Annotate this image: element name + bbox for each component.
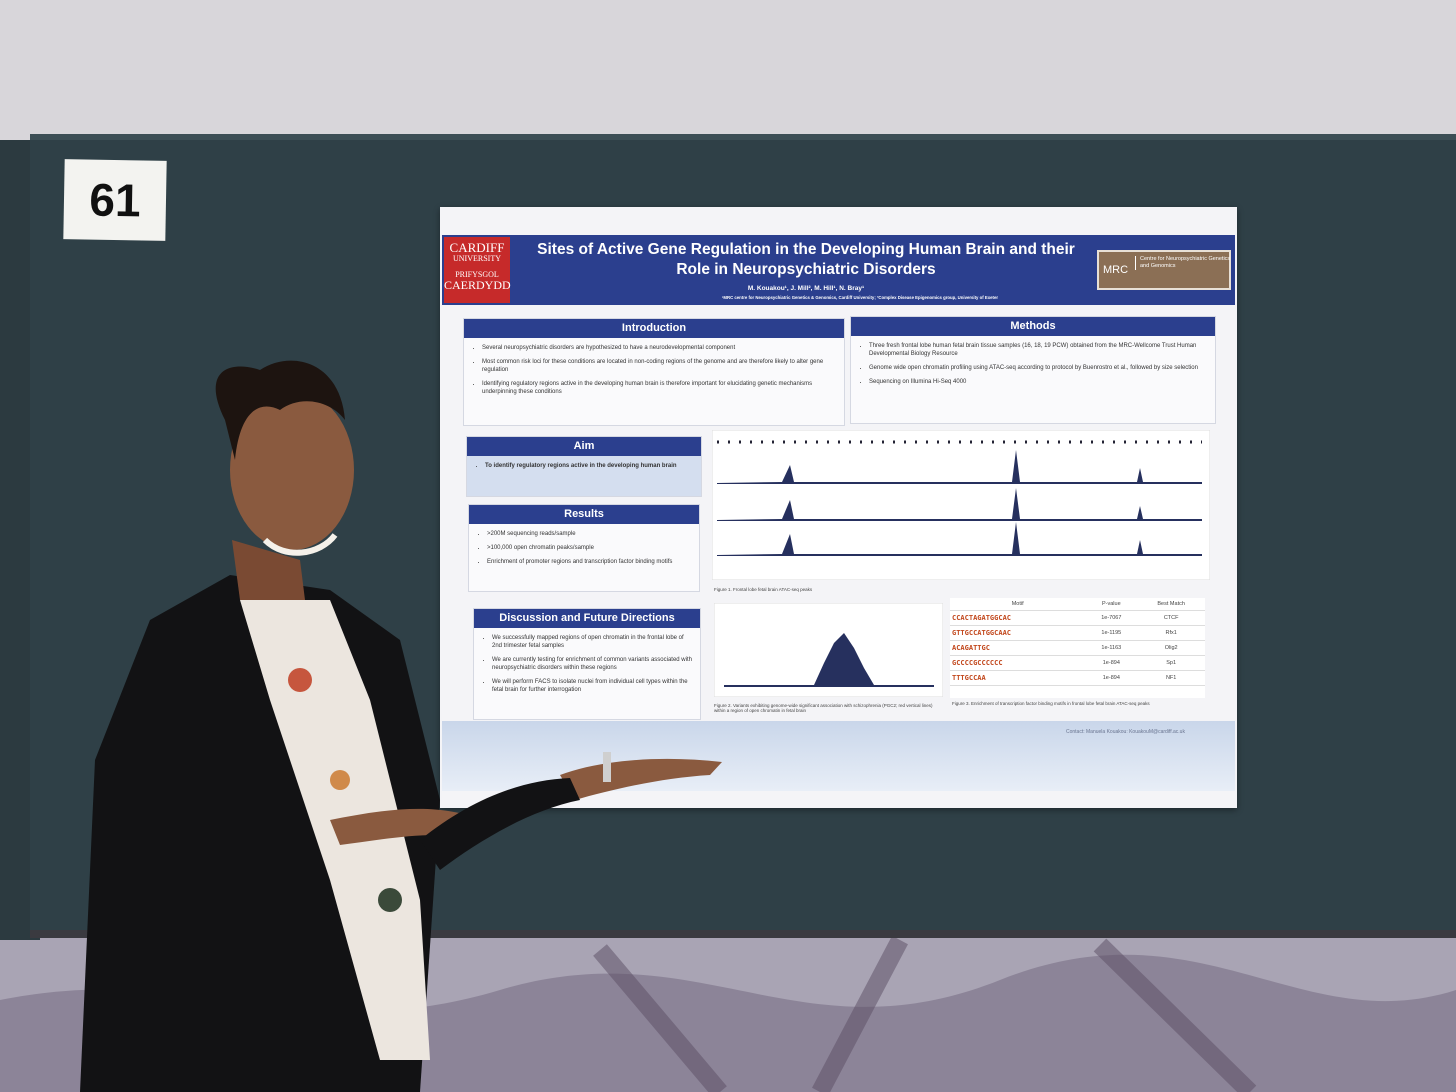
results-box: Results >200M sequencing reads/sample >100… xyxy=(468,504,700,592)
university-logo: CARDIFF UNIVERSITY PRIFYSGOL CAERDYDD xyxy=(444,237,511,303)
motif-logo: ACAGATTGC xyxy=(950,640,1086,656)
figure-1 xyxy=(712,430,1210,580)
table-cell: 1e-7067 xyxy=(1085,610,1138,626)
table-row: GCCCCGCCCCCC 1e-894 Sp1 xyxy=(950,655,1205,671)
bullet-item: Most common risk loci for these conditio… xyxy=(482,358,836,374)
affiliations: ¹MRC centre for Neuropsychiatric Genetic… xyxy=(721,295,999,300)
aim-box: Aim To identify regulatory regions active… xyxy=(466,436,702,497)
logo-text: PRIFYSGOL xyxy=(455,270,499,280)
motif-table: Motif P-value Best Match CCACTAGATGGCAC 1e-7… xyxy=(950,598,1205,698)
logo-text: CAERDYDD xyxy=(444,278,511,293)
figure-caption: Figure 3. Enrichment of transcription fa… xyxy=(952,701,1150,706)
logo-text: UNIVERSITY xyxy=(453,253,501,263)
table-row: CCACTAGATGGCAC 1e-7067 CTCF xyxy=(950,610,1205,626)
contact: Contact: Manuela Kouakou: KouakouM@cardi… xyxy=(1066,729,1185,735)
table-cell: NF1 xyxy=(1137,670,1205,686)
section-heading: Results xyxy=(469,505,699,524)
section-heading: Discussion and Future Directions xyxy=(474,609,700,628)
table-cell: 1e-1195 xyxy=(1085,625,1138,641)
methods-box: Methods Three fresh frontal lobe human fe… xyxy=(850,316,1216,424)
table-cell: 1e-894 xyxy=(1085,655,1138,671)
introduction-box: Introduction Several neuropsychiatric dis… xyxy=(463,318,845,426)
section-heading: Methods xyxy=(851,317,1215,336)
table-row: TTTGCCAA 1e-894 NF1 xyxy=(950,670,1205,686)
logo-text: CARDIFF xyxy=(449,240,505,255)
bullet-item: Genome wide open chromatin profiling usi… xyxy=(869,364,1207,372)
table-cell: CTCF xyxy=(1137,610,1205,626)
motif-logo: TTTGCCAA xyxy=(950,670,1086,686)
table-cell: Sp1 xyxy=(1137,655,1205,671)
partner-abbr: MRC xyxy=(1103,264,1129,276)
bullet-item: >100,000 open chromatin peaks/sample xyxy=(487,544,691,552)
discussion-box: Discussion and Future Directions We succe… xyxy=(473,608,701,720)
table-cell: Olig2 xyxy=(1137,640,1205,656)
poster-title: Sites of Active Gene Regulation in the D… xyxy=(537,241,1075,279)
figure-2 xyxy=(714,603,943,697)
table-cell: 1e-894 xyxy=(1085,670,1138,686)
authors: M. Kouakou¹, J. Mill², M. Hill¹, N. Bray… xyxy=(747,285,865,292)
bullet-item: We will perform FACS to isolate nuclei f… xyxy=(492,678,692,694)
bullet-item: Enrichment of promoter regions and trans… xyxy=(487,558,691,566)
bullet-item: Identifying regulatory regions active in… xyxy=(482,380,836,396)
motif-logo: CCACTAGATGGCAC xyxy=(950,610,1086,626)
table-header: Motif xyxy=(950,598,1086,611)
bullet-item: Several neuropsychiatric disorders are h… xyxy=(482,344,836,352)
table-row: GTTGCCATGGCAAC 1e-1195 Rfx1 xyxy=(950,625,1205,641)
figure-caption: Figure 2. Variants exhibiting genome-wid… xyxy=(714,703,933,713)
table-cell: Rfx1 xyxy=(1137,625,1205,641)
bullet-item: We are currently testing for enrichment … xyxy=(492,656,692,672)
bullet-item: >200M sequencing reads/sample xyxy=(487,530,691,538)
partner-logo: MRC Centre for Neuropsychiatric Genetics… xyxy=(1097,250,1231,290)
bullet-item: Sequencing on Illumina Hi-Seq 4000 xyxy=(869,378,1207,386)
figure-caption: Figure 1. Frontal lobe fetal brain ATAC-… xyxy=(714,587,813,592)
table-header: P-value xyxy=(1085,598,1138,611)
table-row: ACAGATTGC 1e-1163 Olig2 xyxy=(950,640,1205,656)
partner-text: Centre for Neuropsychiatric Genetics and… xyxy=(1135,256,1234,271)
table: Motif P-value Best Match CCACTAGATGGCAC 1e-7… xyxy=(950,598,1205,686)
bullet-item: To identify regulatory regions active in… xyxy=(485,462,693,470)
motif-logo: GTTGCCATGGCAAC xyxy=(950,625,1086,641)
bullet-item: We successfully mapped regions of open c… xyxy=(492,634,692,650)
poster: CARDIFF UNIVERSITY PRIFYSGOL CAERDYDD Si… xyxy=(440,207,1237,808)
table-cell: 1e-1163 xyxy=(1085,640,1138,656)
section-heading: Aim xyxy=(467,437,701,456)
table-header: Best Match xyxy=(1137,598,1205,611)
motif-logo: GCCCCGCCCCCC xyxy=(950,655,1086,671)
booth-number: 61 xyxy=(63,159,167,241)
section-heading: Introduction xyxy=(464,319,844,338)
bullet-item: Three fresh frontal lobe human fetal bra… xyxy=(869,342,1207,358)
